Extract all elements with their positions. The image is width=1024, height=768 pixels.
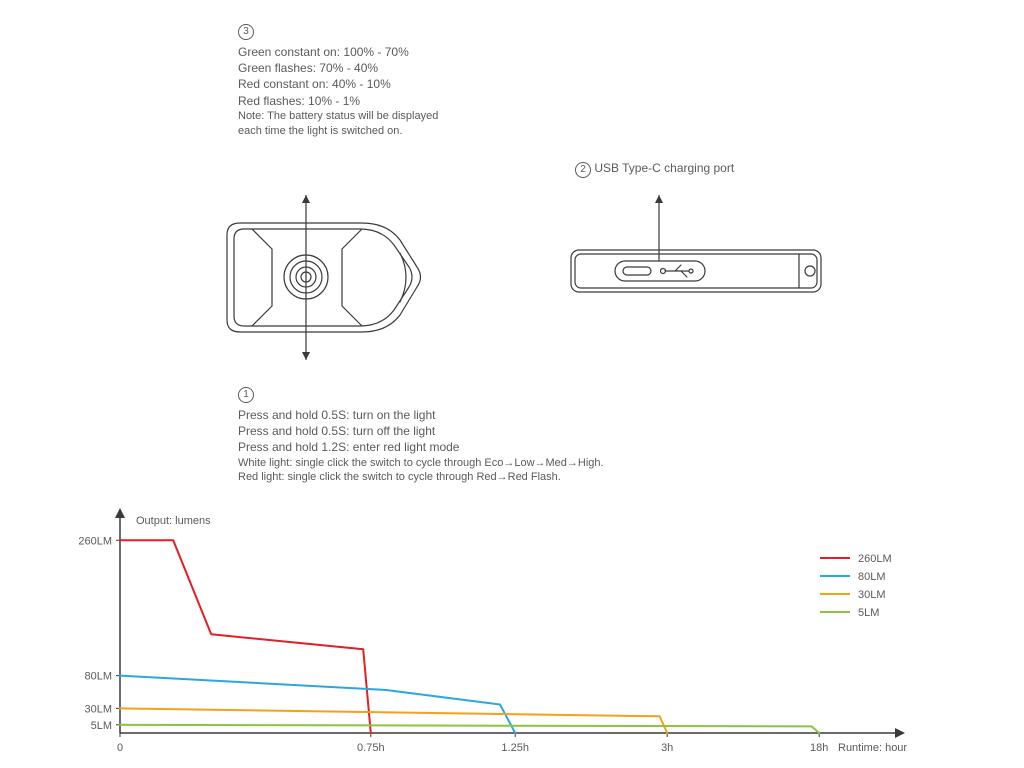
svg-text:Output: lumens: Output: lumens bbox=[136, 515, 211, 527]
svg-text:18h: 18h bbox=[810, 742, 828, 754]
svg-text:30LM: 30LM bbox=[858, 589, 886, 601]
svg-text:80LM: 80LM bbox=[84, 671, 112, 683]
svg-text:3h: 3h bbox=[661, 742, 673, 754]
svg-text:1.25h: 1.25h bbox=[501, 742, 529, 754]
svg-text:0.75h: 0.75h bbox=[357, 742, 385, 754]
svg-text:5LM: 5LM bbox=[91, 720, 112, 732]
svg-text:260LM: 260LM bbox=[858, 553, 892, 565]
runtime-chart: Output: lumens Runtime: hour 260LM 80LM 30LM… bbox=[0, 0, 1024, 768]
svg-text:5LM: 5LM bbox=[858, 607, 879, 619]
svg-text:80LM: 80LM bbox=[858, 571, 886, 583]
svg-text:Runtime: hour: Runtime: hour bbox=[838, 742, 907, 754]
svg-text:260LM: 260LM bbox=[78, 535, 112, 547]
svg-text:0: 0 bbox=[117, 742, 123, 754]
svg-text:30LM: 30LM bbox=[84, 703, 112, 715]
